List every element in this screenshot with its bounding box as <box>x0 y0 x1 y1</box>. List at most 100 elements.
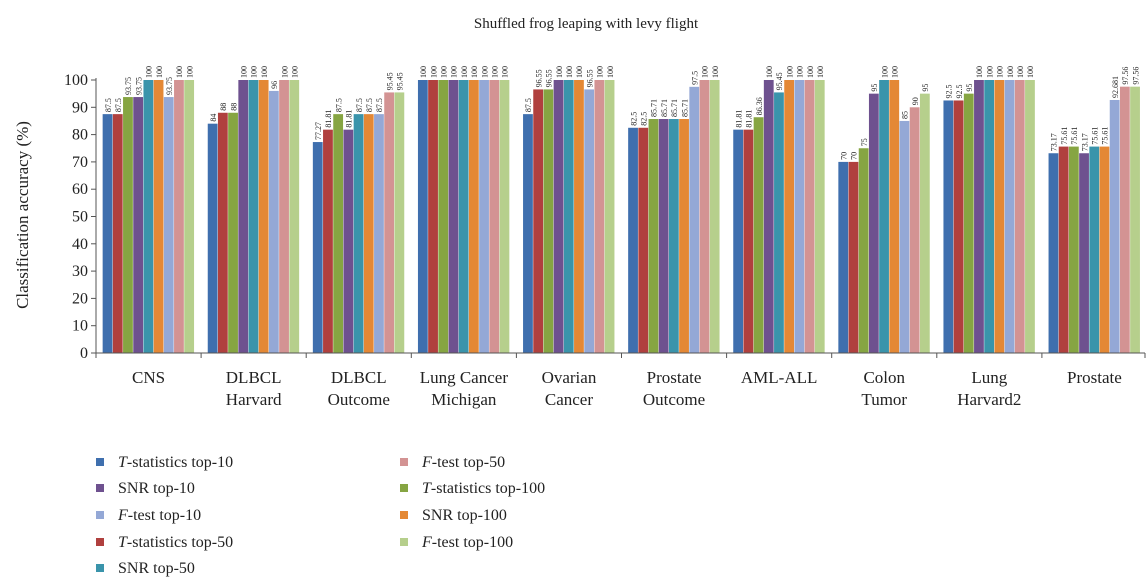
bar-data-label: 97.56 <box>1121 67 1130 85</box>
bar-data-label: 85.71 <box>670 99 679 117</box>
category-label: CNS <box>132 368 165 387</box>
category-label: Prostate <box>1067 368 1122 387</box>
legend-label: T-statistics top-10 <box>118 454 233 471</box>
bar-data-label: 100 <box>185 66 194 78</box>
legend-item: SNR top-100 <box>400 507 507 524</box>
legend-item: F-test top-50 <box>400 454 505 471</box>
bar <box>784 80 795 353</box>
y-tick-label: 20 <box>72 290 88 307</box>
bar <box>563 80 574 353</box>
bar-data-label: 100 <box>145 66 154 78</box>
bar <box>312 142 323 353</box>
bar-data-label: 75.61 <box>1070 127 1079 145</box>
bar-data-label: 100 <box>290 66 299 78</box>
legend-item: T-statistics top-100 <box>400 480 545 497</box>
bar <box>1089 146 1100 353</box>
bar <box>143 80 154 353</box>
bar <box>363 114 374 354</box>
bar-data-label: 87.5 <box>104 98 113 112</box>
bar-data-label: 100 <box>1006 66 1015 78</box>
legend-label: T-statistics top-100 <box>422 480 545 497</box>
legend-item: F-test top-100 <box>400 534 513 551</box>
bar <box>448 80 459 353</box>
bar <box>228 112 238 353</box>
bar-data-label: 84 <box>209 114 218 122</box>
bar-data-label: 100 <box>785 66 794 78</box>
bar <box>848 161 859 353</box>
category-label: Lung Cancer Michigan <box>420 368 509 409</box>
bar-data-label: 75 <box>860 138 869 146</box>
legend-label: SNR top-100 <box>422 507 507 524</box>
bar-data-label: 82.5 <box>639 112 648 126</box>
bar-data-label: 85.71 <box>680 99 689 117</box>
category-label: DLBCL Outcome <box>328 368 390 409</box>
bar <box>489 80 500 353</box>
chart-title: Shuffled frog leaping with levy flight <box>474 16 699 32</box>
bar-data-label: 95.45 <box>396 72 405 90</box>
bar <box>133 97 144 353</box>
bar-data-label: 95.45 <box>385 72 394 90</box>
legend-swatch <box>96 484 104 492</box>
bar <box>417 80 428 353</box>
bar <box>648 119 659 353</box>
bar <box>689 86 700 353</box>
bar <box>123 97 133 353</box>
bar-data-label: 100 <box>250 66 259 78</box>
bar-data-label: 90 <box>911 97 920 105</box>
bar-data-label: 100 <box>575 66 584 78</box>
bar-data-label: 100 <box>806 66 815 78</box>
bar-data-label: 81.81 <box>324 110 333 128</box>
bar <box>899 120 910 353</box>
bar <box>594 80 605 353</box>
bar-data-label: 92.681 <box>1111 76 1120 98</box>
legend: T-statistics top-10 SNR top-10 F-test top-… <box>96 454 545 577</box>
bar <box>1079 153 1089 353</box>
bar-data-label: 73.17 <box>1050 133 1059 151</box>
category-label: Ovarian Cancer <box>542 368 597 409</box>
bar <box>919 93 930 354</box>
bar <box>868 93 879 354</box>
bar-data-label: 100 <box>565 66 574 78</box>
bar <box>1068 146 1079 353</box>
bar <box>353 114 364 354</box>
bar-data-label: 100 <box>606 66 615 78</box>
bar-data-label: 75.61 <box>1101 127 1110 145</box>
bar <box>909 107 920 353</box>
bar <box>658 119 669 353</box>
bar-data-label: 95 <box>965 84 974 92</box>
bar <box>258 80 269 353</box>
bar <box>584 89 595 354</box>
y-tick-label: 70 <box>72 154 88 171</box>
bar <box>384 92 395 354</box>
bar <box>523 114 533 354</box>
bar <box>394 92 405 354</box>
bar <box>207 123 218 354</box>
bar <box>458 80 469 353</box>
bar-data-label: 97.56 <box>1131 67 1140 85</box>
legend-swatch <box>96 538 104 546</box>
bar-data-label: 100 <box>429 66 438 78</box>
bar <box>1048 153 1059 353</box>
bar <box>1130 86 1140 353</box>
bar-data-label: 92.5 <box>945 84 954 98</box>
legend-item: SNR top-10 <box>96 480 195 497</box>
legend-swatch <box>400 458 408 466</box>
bar <box>428 80 438 353</box>
bar-data-label: 100 <box>1026 66 1035 78</box>
bar-data-label: 82.5 <box>629 112 638 126</box>
legend-swatch <box>400 538 408 546</box>
bar <box>679 119 689 353</box>
category-label: DLBCL Harvard <box>226 368 282 409</box>
legend-swatch <box>96 458 104 466</box>
bar <box>184 80 195 353</box>
bar <box>238 80 249 353</box>
bar <box>804 80 815 353</box>
bar-data-label: 100 <box>450 66 459 78</box>
bar-data-label: 75.61 <box>1060 127 1069 145</box>
bar <box>1099 146 1110 353</box>
legend-item: SNR top-50 <box>96 560 195 577</box>
bar-data-label: 87.5 <box>375 98 384 112</box>
bar <box>889 80 900 353</box>
bar-data-label: 87.5 <box>114 98 123 112</box>
bar-data-label: 95 <box>921 84 930 92</box>
